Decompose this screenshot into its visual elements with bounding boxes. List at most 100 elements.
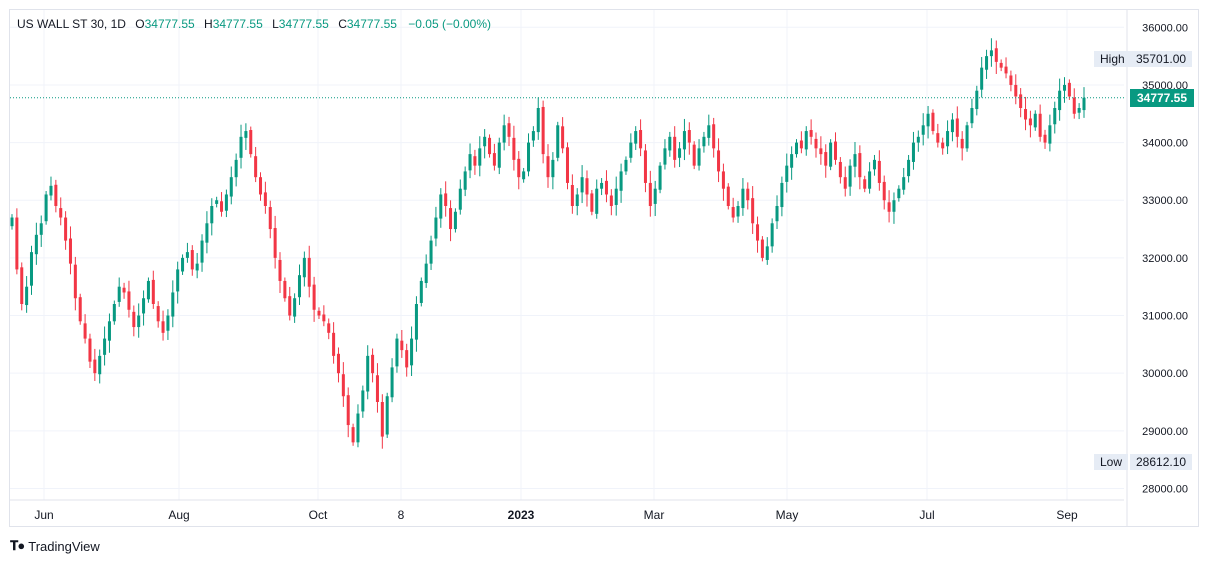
candle-body [858,153,862,178]
candle-body [833,141,838,160]
chart-frame[interactable] [9,9,1199,527]
candle-body [64,217,68,241]
candle-body [151,279,155,304]
candle-body [356,413,360,443]
candle-body [185,252,189,258]
candle-body [600,182,604,189]
candle-body [526,142,531,172]
candle-body [239,136,243,158]
candle-body [263,192,267,206]
candle-body [268,207,272,230]
x-tick-label: Sep [1056,508,1078,522]
candle-body [424,263,428,284]
candle-body [83,323,87,339]
candle-body [702,136,706,147]
candle-body [25,286,29,306]
high-marker-value: 35701.00 [1130,51,1193,67]
tradingview-logo-icon: 𝐓● [10,538,25,553]
candle-body [390,367,394,398]
candle-body [595,188,599,214]
candle-body [682,131,686,150]
candle-body [146,280,150,300]
open-label: O [135,17,145,31]
candle-body [488,137,492,155]
candle-body [132,311,136,328]
tradingview-logo[interactable]: 𝐓● TradingView [10,538,100,554]
candle-body [590,193,594,212]
candle-body [273,228,277,258]
candle-body [458,188,462,210]
candle-body [1009,75,1013,85]
candle-body [726,186,730,206]
candle-body [190,250,194,270]
candle-body [848,165,852,187]
candle-body [283,280,287,299]
high-label: H [204,17,213,31]
y-tick-label: 31000.00 [1142,311,1188,323]
candle-body [478,148,482,166]
candle-body [658,165,662,190]
candle-body [999,62,1003,68]
candle-body [44,194,48,222]
candle-body [78,297,82,322]
x-tick-label: Jul [919,508,934,522]
x-tick-label: Jun [34,508,53,522]
candle-body [278,259,282,281]
candle-body [181,257,185,272]
candle-body [49,185,53,196]
candle-body [341,374,345,397]
candle-body [975,90,979,110]
candle-body [775,206,779,222]
candle-body [1053,108,1057,125]
candle-body [444,193,448,206]
candle-body [10,217,14,227]
candle-body [531,131,535,141]
candle-body [663,148,667,165]
x-tick-label: Aug [168,508,189,522]
candle-body [765,246,769,260]
y-tick-label: 29000.00 [1142,426,1188,438]
candle-body [863,179,867,189]
candle-body [580,177,584,193]
candle-body [88,338,92,362]
candle-body [643,150,647,183]
candle-body [1048,125,1052,144]
candle-body [921,125,925,135]
candle-body [804,131,808,150]
candle-body [1038,113,1042,137]
candle-body [809,130,813,137]
candle-body [195,263,199,271]
candle-body [985,56,989,70]
candle-body [673,136,677,160]
candle-body [15,217,19,270]
candle-body [473,156,477,166]
candle-body [868,171,872,189]
low-value: 34777.55 [278,17,329,31]
y-tick-label: 32000.00 [1142,253,1188,265]
candle-body [307,257,311,287]
y-tick-label: 28000.00 [1142,483,1188,495]
candle-body [814,138,818,149]
candle-body [220,201,224,212]
candle-body [916,136,920,143]
candle-body [1019,94,1023,108]
candle-body [619,171,623,191]
candle-body [68,238,72,264]
x-tick-label: May [776,508,799,522]
candle-body [166,315,170,331]
candle-body [872,159,876,170]
candle-body [1024,109,1028,120]
candle-body [112,304,116,322]
candle-body [565,147,570,183]
candle-body [556,125,560,158]
candle-body [965,125,969,149]
candle-body [210,206,214,224]
candle-body [829,142,833,167]
candle-body [127,291,131,310]
candle-body [931,112,935,132]
candle-body [712,124,716,149]
candle-body [34,234,38,255]
candle-body [614,188,618,205]
candle-body [346,395,350,426]
